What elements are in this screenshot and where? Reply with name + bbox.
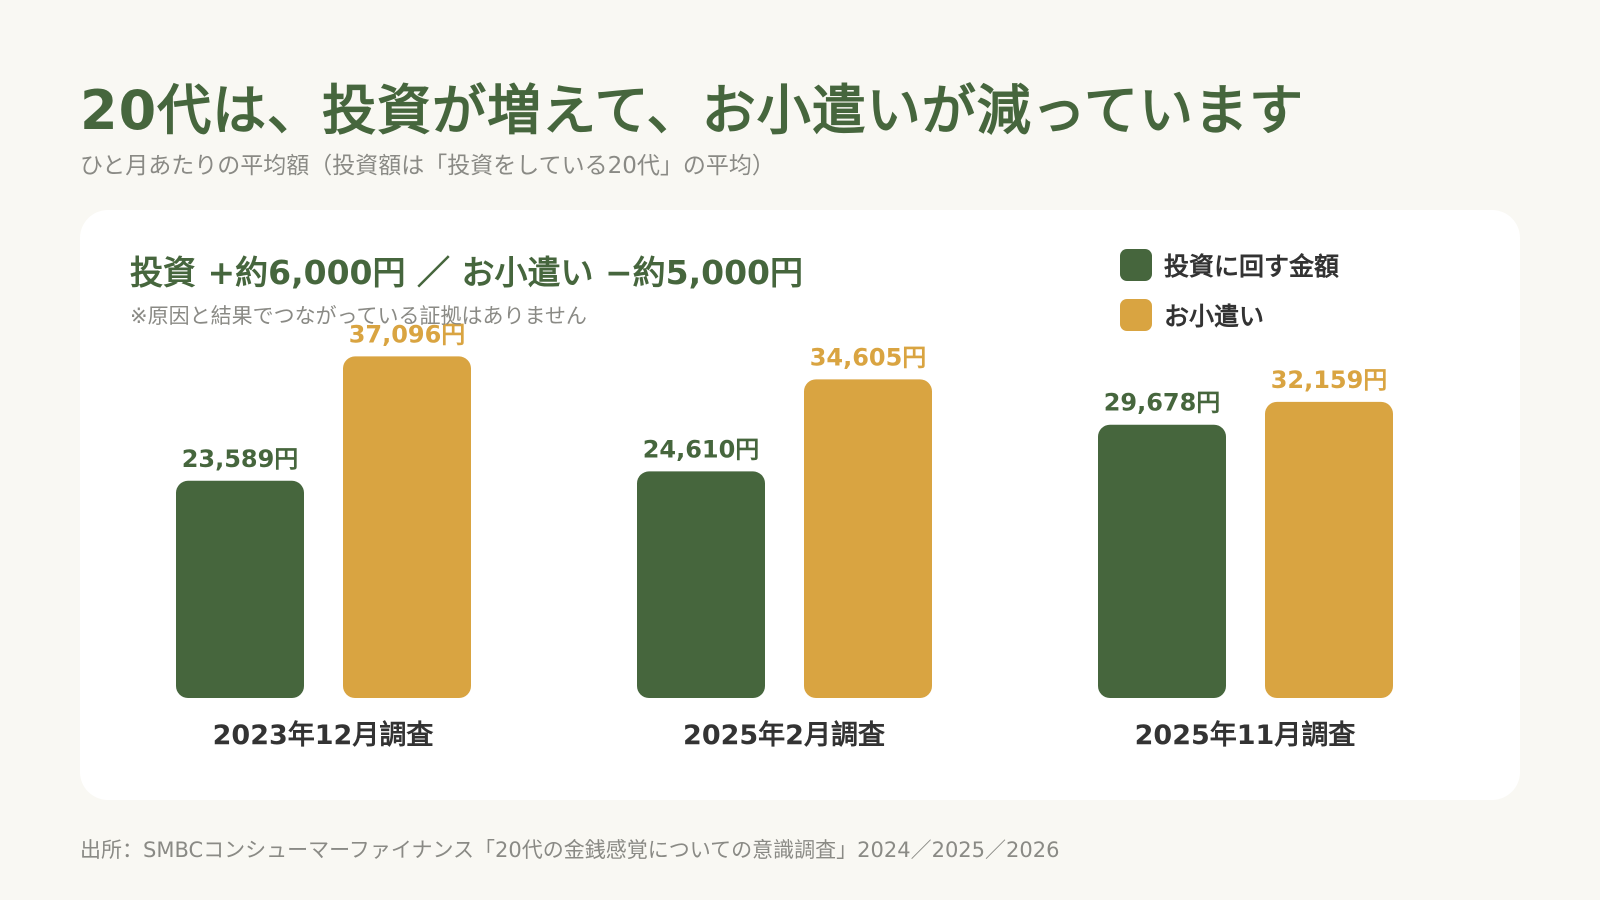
data-label-investment-3: 29,678円 — [1104, 389, 1221, 417]
legend-item-investment: 投資に回す金額 — [1120, 240, 1339, 290]
category-label-2: 2025年2月調査 — [683, 719, 885, 751]
bar-investment-1 — [176, 480, 304, 698]
bar-chart: 23,589円 24,610円 29,678円 37,096円 34,605円 32,15… — [176, 320, 1393, 751]
chart-legend: 投資に回す金額 お小遣い — [1120, 240, 1339, 340]
data-label-allowance-3: 32,159円 — [1271, 366, 1388, 394]
data-label-investment-1: 23,589円 — [182, 445, 299, 473]
source-note: 出所：SMBCコンシューマーファイナンス「20代の金銭感覚についての意識調査」2… — [80, 838, 1060, 862]
chart-note: ※原因と結果でつながっている証拠はありません — [130, 304, 587, 328]
page-subtitle: ひと月あたりの平均額（投資額は「投資をしている20代」の平均） — [80, 153, 775, 179]
bar-allowance-2 — [804, 379, 932, 698]
page-title: 20代は、投資が増えて、お小遣いが減っています — [80, 79, 1305, 142]
category-label-3: 2025年11月調査 — [1135, 719, 1356, 751]
legend-swatch-allowance — [1120, 299, 1152, 331]
legend-item-allowance: お小遣い — [1120, 290, 1339, 340]
bar-allowance-3 — [1265, 401, 1393, 698]
chart-headline: 投資 +約6,000円 ／ お小遣い −約5,000円 — [130, 253, 804, 292]
data-label-allowance-2: 34,605円 — [810, 343, 927, 371]
bar-investment-3 — [1098, 424, 1226, 698]
data-label-allowance-1: 37,096円 — [349, 320, 466, 348]
bar-investment-2 — [637, 471, 765, 698]
legend-swatch-investment — [1120, 249, 1152, 281]
legend-label-allowance: お小遣い — [1164, 302, 1265, 331]
category-label-1: 2023年12月調査 — [213, 719, 434, 751]
bar-allowance-1 — [343, 356, 471, 698]
data-label-investment-2: 24,610円 — [643, 435, 760, 463]
chart-card: 23,589円 24,610円 29,678円 37,096円 34,605円 32,15… — [80, 210, 1520, 800]
legend-label-investment: 投資に回す金額 — [1164, 252, 1340, 281]
